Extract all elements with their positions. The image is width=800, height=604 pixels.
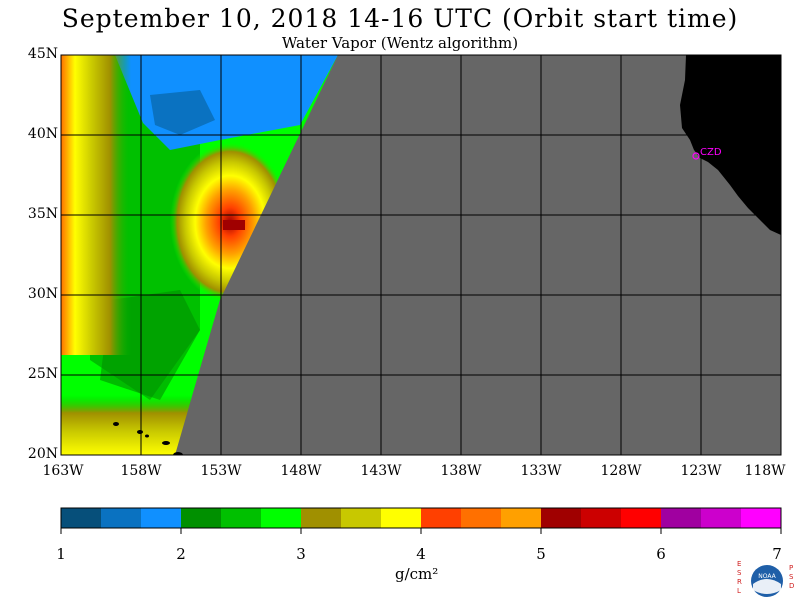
dry-region-dark (150, 90, 215, 135)
colorbar-tick-label: 4 (416, 545, 426, 563)
land-california (680, 55, 781, 235)
noaa-logo: NOAA ESRL PSD (736, 560, 798, 600)
chart-subtitle: Water Vapor (Wentz algorithm) (281, 34, 519, 52)
colorbar-tick-label: 5 (536, 545, 546, 563)
lon-label: 163W (42, 463, 84, 479)
storm-core (223, 220, 245, 230)
colorbar-segment (581, 508, 622, 528)
lon-label: 133W (520, 463, 562, 479)
lat-label: 45N (27, 46, 58, 62)
no-data-edge (175, 55, 781, 455)
lat-lon-grid (61, 55, 781, 455)
west-moist-band (61, 55, 131, 355)
colorbar-segment (61, 508, 102, 528)
lon-label: 128W (600, 463, 642, 479)
colorbar-segment (221, 508, 262, 528)
chart-title: September 10, 2018 14-16 UTC (Orbit star… (61, 4, 739, 33)
colorbar-border (60, 507, 782, 529)
colorbar-tick-label: 2 (176, 545, 186, 563)
colorbar-segment (301, 508, 342, 528)
lat-label: 25N (27, 366, 58, 382)
colorbar-tick-label: 1 (56, 545, 66, 563)
station-label: CZD (700, 147, 722, 158)
south-moist-band (61, 395, 191, 455)
logo-left-letters: ESRL (737, 560, 742, 595)
lon-label: 123W (680, 463, 722, 479)
plot-border (60, 54, 782, 456)
colorbar-segment (381, 508, 422, 528)
plot-area (61, 55, 781, 455)
colorbar-segment (341, 508, 382, 528)
colorbar-segment (181, 508, 222, 528)
lat-label: 35N (27, 206, 58, 222)
colorbar-segment (501, 508, 542, 528)
colorbar-tick-label: 7 (772, 545, 782, 563)
colorbar-segment (421, 508, 462, 528)
lon-label: 143W (360, 463, 402, 479)
logo-center-text: NOAA (758, 573, 776, 580)
colorbar-segment (741, 508, 782, 528)
colorbar-segment (661, 508, 702, 528)
colorbar-segment (541, 508, 582, 528)
colorbar-segment (101, 508, 142, 528)
lon-label: 153W (200, 463, 242, 479)
lon-label: 138W (440, 463, 482, 479)
colorbar-units: g/cm² (395, 565, 439, 583)
colorbar-segment (461, 508, 502, 528)
lat-label: 20N (27, 446, 58, 462)
colorbar-segment (141, 508, 182, 528)
colorbar-segment (701, 508, 742, 528)
lon-label: 158W (120, 463, 162, 479)
lat-label: 30N (27, 286, 58, 302)
lat-label: 40N (27, 126, 58, 142)
colorbar-segment (261, 508, 302, 528)
logo-right-letters: PSD (789, 564, 795, 590)
lon-label: 148W (280, 463, 322, 479)
colorbar (60, 508, 782, 534)
colorbar-segment (621, 508, 662, 528)
station-marker (692, 152, 700, 160)
lon-label: 118W (744, 463, 786, 479)
colorbar-tick-label: 3 (296, 545, 306, 563)
colorbar-tick-label: 6 (656, 545, 666, 563)
